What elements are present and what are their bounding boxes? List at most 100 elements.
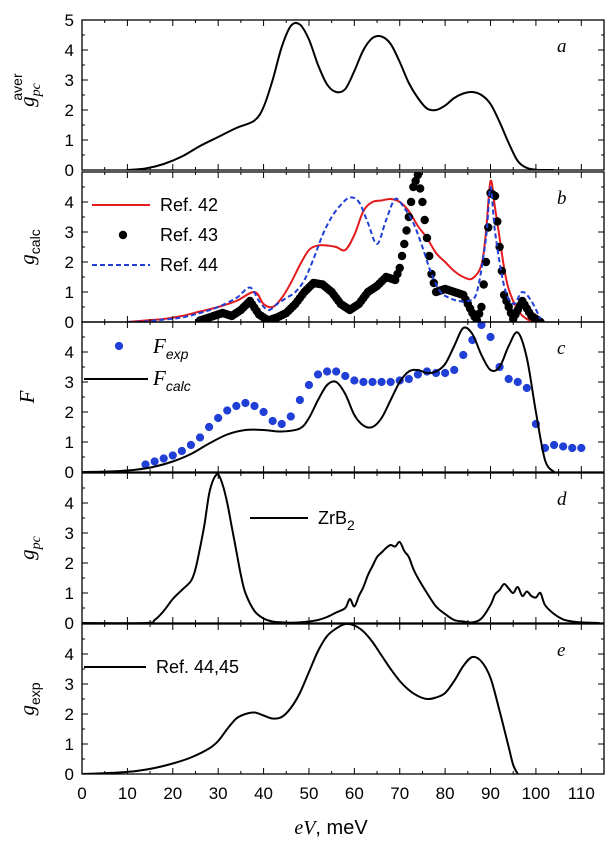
legend-label: Fexp — [152, 334, 189, 362]
y-tick-label-b-2: 2 — [65, 253, 74, 272]
x-tick-label-1: 10 — [118, 784, 137, 803]
data-point-c-0-40 — [504, 374, 513, 384]
legend-label-sub: 2 — [347, 517, 355, 533]
legend-label: Ref. 44 — [160, 255, 218, 275]
x-tick-label-2: 20 — [163, 784, 182, 803]
series-c-1 — [82, 326, 555, 472]
x-axis-label-italic: eV — [294, 817, 318, 839]
data-point-b-1-124 — [479, 280, 488, 289]
data-point-b-1-130 — [493, 217, 502, 226]
y-axis-label-sub: pc — [29, 535, 44, 550]
legend-label: Ref. 43 — [160, 225, 218, 245]
data-point-b-1-92 — [406, 197, 416, 207]
y-tick-label-a-5: 5 — [65, 11, 74, 30]
data-point-c-0-17 — [295, 395, 304, 405]
data-point-c-0-23 — [350, 376, 359, 385]
data-point-b-1-91 — [404, 212, 414, 222]
x-tick-label-8: 80 — [436, 784, 455, 803]
x-axis-label-rest: , meV — [315, 817, 368, 839]
x-tick-label-6: 60 — [345, 784, 364, 803]
legend-label-sub: calc — [166, 378, 191, 394]
panel-frame — [81, 623, 605, 775]
y-tick-label-d-1: 1 — [65, 584, 74, 603]
y-axis-label-a: gpc — [15, 82, 44, 107]
data-point-c-0-20 — [323, 367, 332, 376]
y-tick-label-c-4: 4 — [65, 343, 74, 362]
y-tick-label-c-0: 0 — [65, 463, 74, 482]
y-tick-label-c-2: 2 — [65, 403, 74, 422]
data-point-b-1-126 — [484, 223, 493, 232]
data-point-c-0-26 — [377, 377, 386, 387]
y-axis-label-main: g — [15, 549, 39, 560]
legend-label-main: F — [152, 366, 166, 390]
panel-b: 0 1 2 3 4 b gcalc Ref. 42 Ref. 43 Ref. 44 — [15, 171, 605, 332]
data-point-c-0-47 — [568, 443, 577, 453]
y-axis-label-main: g — [15, 705, 39, 716]
y-tick-label-b-4: 4 — [65, 193, 74, 212]
y-tick-label-e-0: 0 — [65, 765, 74, 784]
y-axis-label-sub: pc — [29, 82, 44, 97]
data-point-b-1-125 — [481, 257, 491, 267]
series-b-2 — [127, 185, 542, 322]
data-point-c-0-18 — [304, 380, 314, 390]
x-tick-label-9: 90 — [481, 784, 500, 803]
x-tick-label-0: 0 — [77, 784, 86, 803]
panel-letter-d: d — [557, 489, 567, 510]
x-axis: 0 10 20 30 40 50 60 70 80 90 100 110 eV, meV — [77, 784, 595, 839]
panel-frame — [81, 19, 605, 171]
y-tick-label-c-1: 1 — [65, 433, 74, 452]
legend-label-sub: exp — [166, 346, 189, 362]
legend-marker — [118, 230, 128, 240]
data-point-b-1-97 — [418, 197, 427, 207]
x-tick-label-11: 110 — [568, 784, 595, 803]
data-point-c-0-14 — [268, 416, 277, 426]
series-d-0 — [82, 473, 600, 623]
y-tick-label-a-1: 1 — [65, 131, 74, 150]
data-point-c-0-33 — [441, 368, 450, 378]
data-point-b-1-99 — [422, 233, 432, 243]
data-point-c-0-35 — [459, 350, 468, 360]
y-tick-label-a-2: 2 — [65, 101, 74, 120]
legend-label: ZrB2 — [318, 508, 355, 533]
data-point-c-0-6 — [195, 433, 205, 442]
data-point-b-1-149 — [536, 317, 545, 322]
data-point-c-0-46 — [559, 442, 568, 451]
data-point-b-1-101 — [427, 269, 436, 279]
data-point-c-0-13 — [259, 407, 268, 417]
data-point-c-0-0 — [141, 460, 150, 469]
data-point-c-0-7 — [205, 422, 214, 432]
y-tick-label-e-1: 1 — [65, 735, 74, 754]
data-point-c-0-4 — [177, 446, 186, 456]
data-point-b-1-122 — [474, 309, 484, 318]
panel-letter-b: b — [557, 188, 567, 209]
x-tick-label-3: 30 — [209, 784, 228, 803]
data-point-c-0-11 — [241, 398, 250, 408]
panel-letter-c: c — [557, 338, 566, 359]
data-point-c-0-30 — [413, 370, 422, 379]
data-point-c-0-42 — [522, 383, 531, 393]
legend-label-main: F — [152, 334, 166, 358]
y-tick-label-a-3: 3 — [65, 71, 74, 90]
data-point-c-0-48 — [577, 443, 586, 453]
data-point-c-0-2 — [159, 454, 168, 463]
y-tick-label-e-3: 3 — [65, 675, 74, 694]
y-axis-label-b: gcalc — [15, 229, 43, 264]
data-point-c-0-9 — [223, 406, 232, 415]
data-point-c-0-37 — [477, 322, 486, 330]
legend-d: ZrB2 — [250, 508, 355, 533]
y-axis-label-e: gexp — [15, 682, 43, 715]
data-point-b-1-123 — [477, 302, 486, 312]
data-point-b-1-87 — [395, 263, 404, 273]
data-point-c-0-22 — [341, 371, 350, 381]
data-point-c-0-15 — [277, 419, 286, 429]
data-point-c-0-5 — [186, 440, 196, 450]
data-point-c-0-24 — [359, 377, 368, 387]
series-b-1 — [195, 172, 545, 322]
y-axis-label-sub: calc — [27, 229, 43, 254]
data-point-c-0-8 — [214, 413, 223, 423]
series-a-0 — [127, 21, 555, 170]
